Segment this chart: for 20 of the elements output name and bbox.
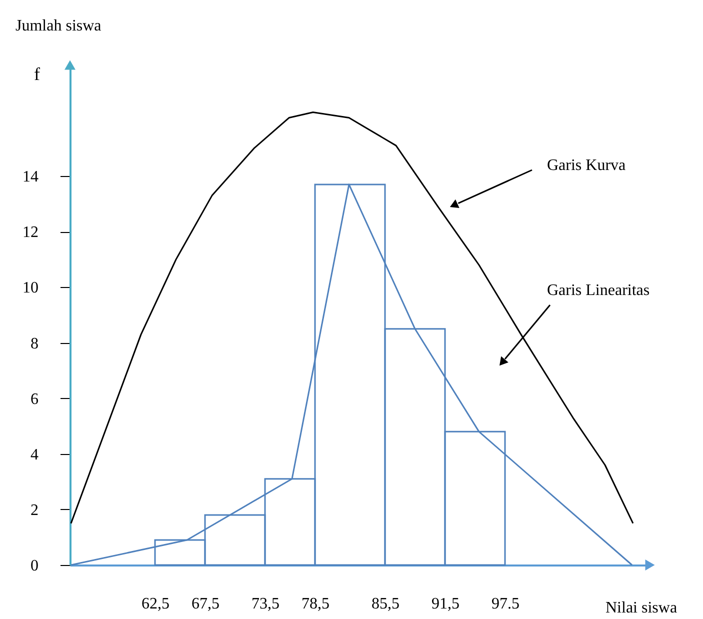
x-tick-label: 62,5	[142, 596, 170, 612]
text: f	[34, 64, 40, 84]
y-tick-label: 6	[30, 390, 38, 408]
x-tick-label: 78,5	[302, 596, 330, 612]
x-axis-title: Nilai siswa	[606, 600, 678, 616]
x-tick-label: 73,5	[252, 596, 280, 612]
x-tick-label: 67,5	[192, 596, 220, 612]
y-tick-label: 0	[30, 558, 38, 574]
y-tick-label: 8	[30, 335, 38, 352]
y-tick-label: 14	[22, 168, 38, 186]
x-tick-label: 97.5	[492, 596, 520, 612]
x-tick-label: 91,5	[432, 596, 460, 612]
y-tick-label: 12	[22, 224, 38, 242]
annotation: Garis Linearitas	[547, 282, 650, 299]
y-tick-label: 4	[30, 446, 38, 464]
y-tick-label: 2	[30, 502, 38, 519]
y-tick-label: 10	[22, 280, 38, 297]
y-axis-title: Jumlah siswa	[16, 18, 102, 34]
annotation: Garis Kurva	[547, 157, 626, 174]
x-tick-label: 85,5	[372, 596, 400, 612]
